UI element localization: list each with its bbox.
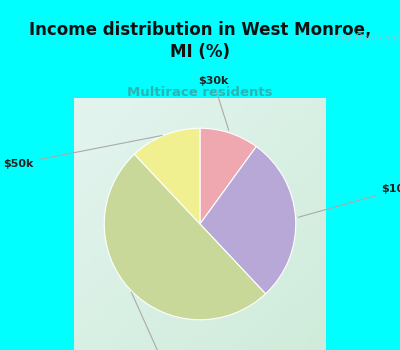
Wedge shape	[104, 154, 266, 320]
Text: Multirace residents: Multirace residents	[127, 86, 273, 99]
Text: $30k: $30k	[198, 76, 229, 130]
Text: Income distribution in West Monroe,
MI (%): Income distribution in West Monroe, MI (…	[29, 21, 371, 61]
Text: $50k: $50k	[3, 135, 162, 168]
Wedge shape	[200, 128, 256, 224]
Wedge shape	[134, 128, 200, 224]
Text: $75k: $75k	[131, 292, 195, 350]
Wedge shape	[200, 147, 296, 294]
Text: $100k: $100k	[298, 184, 400, 217]
Text: City-Data.com: City-Data.com	[336, 33, 400, 42]
Circle shape	[312, 26, 330, 43]
